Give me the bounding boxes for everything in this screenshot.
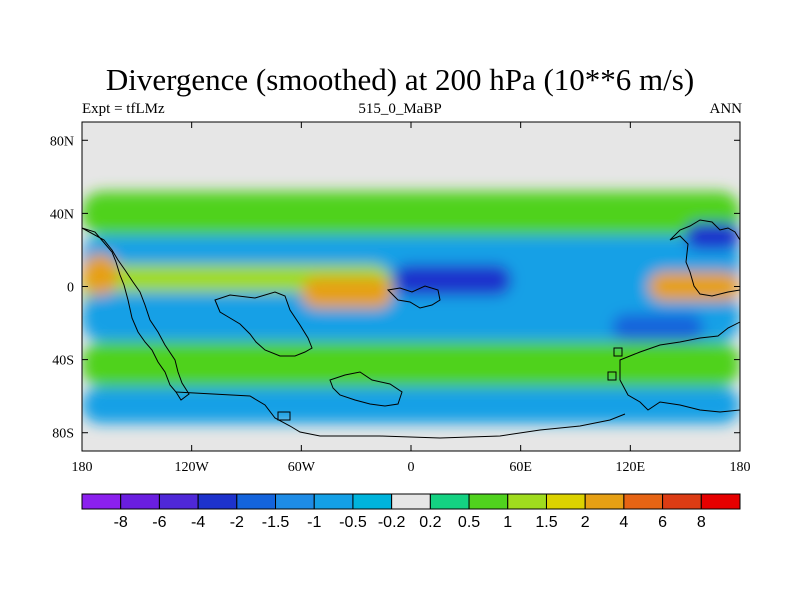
- colorbar-label: 1.5: [535, 514, 557, 531]
- coastline-antarctica: [175, 391, 626, 439]
- colorbar: -8 -6 -4 -2 -1.5 -1 -0.5 -0.2 0.2 0.5 1 1.5 2 4 6 8: [81, 493, 741, 531]
- divergence-region: [82, 291, 740, 342]
- colorbar-swatch: [158, 493, 199, 510]
- x-tick-label: 60W: [288, 460, 316, 475]
- y-tick-label: 40N: [50, 207, 74, 222]
- axis-ticks: 180 120W 60W 0 60E 120E 180 80N 40N 0 40S 80S: [50, 122, 751, 475]
- case-label: 515_0_MaBP: [358, 101, 442, 117]
- experiment-label: Expt = tfLMz: [82, 101, 165, 117]
- x-tick-label: 0: [408, 460, 415, 475]
- coastline-australia: [619, 321, 740, 413]
- colorbar-swatch: [429, 493, 470, 510]
- divergence-region: [82, 253, 119, 296]
- x-tick-label: 180: [72, 460, 93, 475]
- colorbar-label: 6: [658, 514, 667, 531]
- y-tick-label: 80N: [50, 134, 74, 149]
- colorbar-swatch: [313, 493, 354, 510]
- colorbar-label: -0.2: [378, 514, 406, 531]
- colorbar-label: 8: [697, 514, 706, 531]
- colorbar-swatch: [197, 493, 238, 510]
- season-label: ANN: [709, 101, 743, 117]
- divergence-region: [685, 222, 740, 250]
- divergence-field: [82, 191, 740, 424]
- colorbar-swatch: [700, 493, 741, 510]
- coastline-africa-south: [329, 371, 403, 407]
- divergence-region: [392, 264, 512, 296]
- colorbar-swatch: [468, 493, 509, 510]
- divergence-region: [82, 191, 740, 236]
- x-tick-label: 180: [730, 460, 751, 475]
- colorbar-swatch: [81, 493, 122, 510]
- divergence-region: [301, 277, 393, 309]
- colorbar-swatch: [623, 493, 664, 510]
- colorbar-label: -4: [191, 514, 205, 531]
- colorbar-label: -6: [152, 514, 166, 531]
- colorbar-label: 0.2: [419, 514, 441, 531]
- colorbar-swatch: [507, 493, 547, 510]
- colorbar-label: -0.5: [339, 514, 367, 531]
- colorbar-swatch: [236, 493, 277, 510]
- divergence-region: [612, 313, 704, 342]
- coastline-south-america: [214, 291, 313, 357]
- colorbar-swatch: [584, 493, 625, 510]
- colorbar-label: 4: [619, 514, 628, 531]
- colorbar-swatch: [352, 493, 393, 510]
- y-tick-label: 80S: [52, 427, 74, 442]
- coastline-small-islands: [277, 347, 623, 421]
- x-tick-label: 60E: [509, 460, 532, 475]
- colorbar-label: -1: [307, 514, 321, 531]
- colorbar-swatch: [391, 493, 431, 510]
- x-tick-label: 120E: [616, 460, 646, 475]
- colorbar-swatch: [662, 493, 702, 510]
- colorbar-swatch: [120, 493, 160, 510]
- colorbar-swatch: [545, 493, 586, 510]
- coastlines: [82, 219, 740, 439]
- colorbar-label: -8: [114, 514, 128, 531]
- coastline-africa: [386, 285, 441, 309]
- chart-title: Divergence (smoothed) at 200 hPa (10**6 …: [105, 62, 695, 97]
- y-tick-label: 40S: [52, 354, 74, 369]
- colorbar-label: -1.5: [262, 514, 290, 531]
- divergence-region: [82, 341, 740, 388]
- colorbar-label: 2: [581, 514, 590, 531]
- colorbar-label: 1: [503, 514, 512, 531]
- colorbar-swatch: [275, 493, 315, 510]
- colorbar-label: 0.5: [458, 514, 480, 531]
- colorbar-label: -2: [230, 514, 244, 531]
- coastline-asia: [669, 219, 740, 297]
- y-tick-label: 0: [67, 281, 74, 296]
- x-tick-label: 120W: [175, 460, 210, 475]
